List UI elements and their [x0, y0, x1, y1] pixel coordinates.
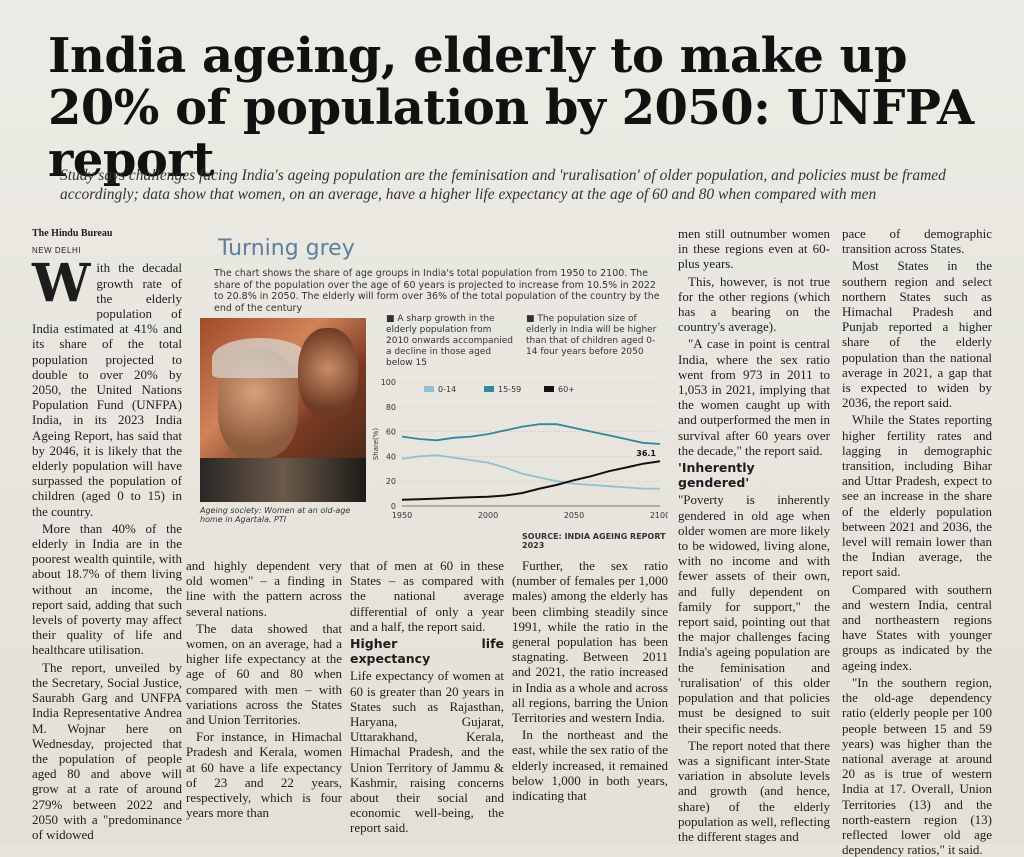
headline: India ageing, elderly to make up 20% of … [48, 28, 974, 188]
paragraph: Life expectancy of women at 60 is greate… [350, 668, 504, 836]
x-tick-label: 1950 [392, 511, 412, 520]
series-line-0-14 [401, 454, 660, 490]
legend-label: 15-59 [498, 385, 521, 394]
dateline: NEW DELHI [32, 246, 81, 256]
dropcap: W [32, 253, 91, 315]
turning-grey-graphic: Turning grey The chart shows the share o… [200, 236, 668, 550]
series-line-15-59 [401, 423, 661, 445]
note-bullet-icon: ■ [386, 314, 398, 324]
y-tick-label: 40 [386, 452, 396, 461]
article-column-2: and highly dependent very old women" – a… [186, 558, 342, 828]
chart-note-1: ■ A sharp growth in the elderly populati… [386, 314, 514, 368]
subhead: Higher life expectancy [350, 636, 504, 667]
x-tick-label: 2050 [564, 511, 584, 520]
line-chart: 0 20 40 60 80 100 1950 2000 2050 2100 Share(%) 0-14… [372, 378, 668, 520]
paragraph: The data showed that women, on an averag… [186, 620, 342, 728]
subhead: 'Inherently gendered' [678, 460, 755, 491]
paragraph: While the States reporting higher fertil… [842, 412, 992, 580]
byline: The Hindu Bureau [32, 228, 113, 239]
article-column-4: Further, the sex ratio (number of female… [512, 558, 668, 828]
paragraph: The report noted that there was a signif… [678, 737, 830, 844]
y-tick-label: 80 [386, 403, 396, 412]
paragraph: Most States in the southern region and s… [842, 258, 992, 411]
article-column-3: that of men at 60 in these States – as c… [350, 558, 504, 835]
paragraph: and highly dependent very old women" – a… [186, 558, 342, 619]
paragraph: "Poverty is inherently gendered in old a… [678, 492, 830, 736]
paragraph: pace of demographic transition across St… [842, 226, 992, 257]
article-column-5: men still outnumber women in these regio… [678, 226, 830, 844]
paragraph: This, however, is not true for the other… [678, 273, 830, 335]
chart-note-2: ■ The population size of elderly in Indi… [526, 314, 657, 357]
elderly-women-photo [200, 318, 366, 502]
photo-caption: Ageing society: Women at an old-age home… [200, 506, 351, 524]
paragraph: In the northeast and the east, while the… [512, 727, 668, 804]
y-tick-label: 20 [386, 477, 396, 486]
legend-swatch [544, 386, 554, 392]
paragraph: Further, the sex ratio (number of female… [512, 558, 668, 726]
graphic-description: The chart shows the share of age groups … [214, 268, 660, 314]
y-tick-label: 60 [386, 428, 396, 437]
chart-source: SOURCE: INDIA AGEING REPORT 2023 [522, 532, 666, 550]
legend-label: 60+ [558, 385, 575, 394]
y-tick-label: 0 [391, 502, 396, 511]
y-tick-label: 100 [381, 378, 396, 387]
series-line-60+ [401, 460, 661, 501]
paragraph: For instance, in Himachal Pradesh and Ke… [186, 729, 342, 821]
graphic-title: Turning grey [218, 236, 355, 261]
legend-swatch [484, 386, 494, 392]
paragraph: More than 40% of the elderly in India ar… [32, 520, 182, 658]
deck: Study says challenges facing India's age… [60, 167, 946, 203]
paragraph: The report, unveiled by the Secretary, S… [32, 659, 182, 842]
legend-swatch [424, 386, 434, 392]
note-bullet-icon: ■ [526, 314, 538, 324]
data-label: 36.1 [636, 449, 656, 458]
x-tick-label: 2000 [478, 511, 498, 520]
x-tick-label: 2100 [650, 511, 668, 520]
paragraph: "In the southern region, the old-age dep… [842, 674, 992, 857]
paragraph: Compared with southern and western India… [842, 581, 992, 673]
legend-label: 0-14 [438, 385, 456, 394]
y-axis-label: Share(%) [372, 428, 380, 461]
lead-text: ith the decadal growth rate of the elder… [32, 260, 182, 519]
article-column-6: pace of demographic transition across St… [842, 226, 992, 857]
paragraph: that of men at 60 in these States – as c… [350, 558, 504, 634]
paragraph: men still outnumber women in these regio… [678, 226, 830, 272]
paragraph: "A case in point is central India, where… [678, 336, 830, 458]
